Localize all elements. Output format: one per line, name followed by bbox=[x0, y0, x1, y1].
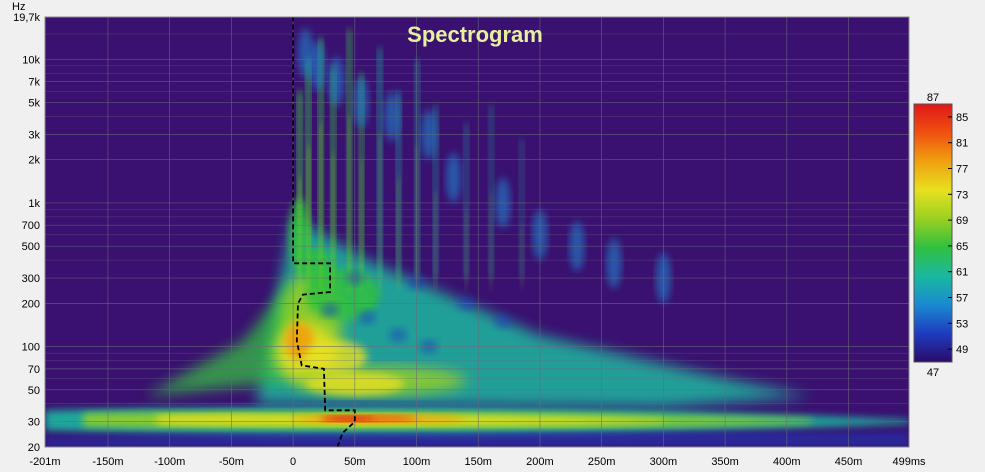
x-tick-label: 0 bbox=[290, 456, 296, 468]
heat-notch bbox=[45, 432, 909, 447]
y-tick-label: 70 bbox=[28, 364, 40, 376]
y-axis-label: Hz bbox=[12, 1, 25, 13]
heat-blob bbox=[494, 314, 512, 329]
heat-streak bbox=[433, 105, 439, 279]
heat-streak bbox=[415, 145, 419, 290]
x-tick-label: 499ms bbox=[892, 456, 926, 468]
x-tick-label: 250m bbox=[588, 456, 616, 468]
x-tick-label: -150m bbox=[92, 456, 123, 468]
heat-streak bbox=[463, 123, 469, 279]
heat-blob bbox=[606, 238, 622, 289]
colorbar-tick-label: 77 bbox=[956, 164, 968, 176]
heat-blob bbox=[284, 321, 315, 360]
heat-streak bbox=[331, 153, 335, 290]
y-tick-label: 20 bbox=[28, 442, 40, 454]
heat-streak bbox=[378, 134, 382, 290]
x-tick-label: 100m bbox=[403, 456, 431, 468]
heat-blob bbox=[389, 328, 407, 343]
heat-blob bbox=[305, 340, 368, 374]
x-tick-label: 200m bbox=[526, 456, 554, 468]
y-tick-label: 300 bbox=[22, 273, 40, 285]
colorbar-tick-label: 49 bbox=[956, 344, 968, 356]
y-tick-label: 1k bbox=[28, 198, 40, 210]
x-tick-label: 50m bbox=[344, 456, 365, 468]
y-axis-ticks: 20 30 50 70 100 200 300 500 700 1k 2k 3k 5k 7k 10k 19,7… bbox=[13, 12, 40, 454]
heat-region bbox=[256, 216, 812, 407]
heat-streak bbox=[520, 225, 524, 290]
heat-streak bbox=[519, 138, 525, 279]
colorbar-min-label: 47 bbox=[927, 367, 939, 379]
colorbar-scale bbox=[913, 103, 953, 363]
heat-streak bbox=[434, 191, 438, 290]
heat-streak bbox=[306, 145, 310, 290]
heat-streak bbox=[489, 191, 493, 290]
heat-streak bbox=[464, 209, 468, 290]
heat-streak bbox=[397, 177, 401, 290]
spectrogram-heatmap bbox=[45, 28, 909, 447]
heat-blob bbox=[321, 302, 339, 317]
x-tick-label: 150m bbox=[464, 456, 492, 468]
chart-title: Spectrogram bbox=[407, 22, 543, 47]
x-tick-label: 450m bbox=[835, 456, 863, 468]
colorbar-tick-label: 61 bbox=[956, 267, 968, 279]
heat-region bbox=[144, 278, 318, 397]
x-tick-label: 300m bbox=[650, 456, 678, 468]
y-tick-label: 200 bbox=[22, 298, 40, 310]
colorbar-tick-label: 85 bbox=[956, 112, 968, 124]
colorbar-tick-label: 69 bbox=[956, 215, 968, 227]
y-tick-label: 500 bbox=[22, 241, 40, 253]
heat-blob bbox=[446, 152, 461, 203]
heat-streak bbox=[298, 177, 302, 290]
heat-streak bbox=[488, 105, 494, 279]
heat-streak bbox=[359, 159, 363, 290]
colorbar-tick-label: 73 bbox=[956, 189, 968, 201]
grid-lines bbox=[44, 16, 910, 448]
colorbar-ticks: 85 81 77 73 69 65 61 57 53 49 bbox=[948, 112, 968, 356]
y-tick-label: 7k bbox=[28, 77, 40, 89]
colorbar-tick-label: 53 bbox=[956, 318, 968, 330]
y-tick-label: 10k bbox=[22, 54, 40, 66]
x-tick-label: -50m bbox=[219, 456, 244, 468]
peak-time-curve bbox=[292, 17, 356, 448]
x-tick-label: -100m bbox=[154, 456, 185, 468]
y-tick-label: 3k bbox=[28, 129, 40, 141]
heat-blob bbox=[323, 416, 374, 422]
colorbar-max-label: 87 bbox=[927, 92, 939, 104]
y-tick-label: 19,7k bbox=[13, 12, 40, 24]
y-tick-label: 2k bbox=[28, 155, 40, 167]
x-axis-ticks: -201m -150m -100m -50m 0 50m 100m 150m 200m 250m 3… bbox=[29, 456, 926, 468]
colorbar-tick-label: 57 bbox=[956, 293, 968, 305]
heat-blob bbox=[358, 310, 376, 325]
y-tick-label: 700 bbox=[22, 220, 40, 232]
plot-border bbox=[44, 16, 910, 448]
colorbar: 87 47 85 81 77 73 69 65 61 57 53 49 bbox=[913, 92, 968, 379]
x-tick-label: 350m bbox=[711, 456, 739, 468]
x-tick-label: -201m bbox=[29, 456, 60, 468]
y-tick-label: 50 bbox=[28, 385, 40, 397]
heat-streak bbox=[319, 124, 323, 290]
colorbar-tick-label: 81 bbox=[956, 138, 968, 150]
y-tick-label: 5k bbox=[28, 98, 40, 110]
x-tick-label: 400m bbox=[773, 456, 801, 468]
colorbar-tick-label: 65 bbox=[956, 241, 968, 253]
y-tick-label: 30 bbox=[28, 417, 40, 429]
y-tick-label: 100 bbox=[22, 342, 40, 354]
